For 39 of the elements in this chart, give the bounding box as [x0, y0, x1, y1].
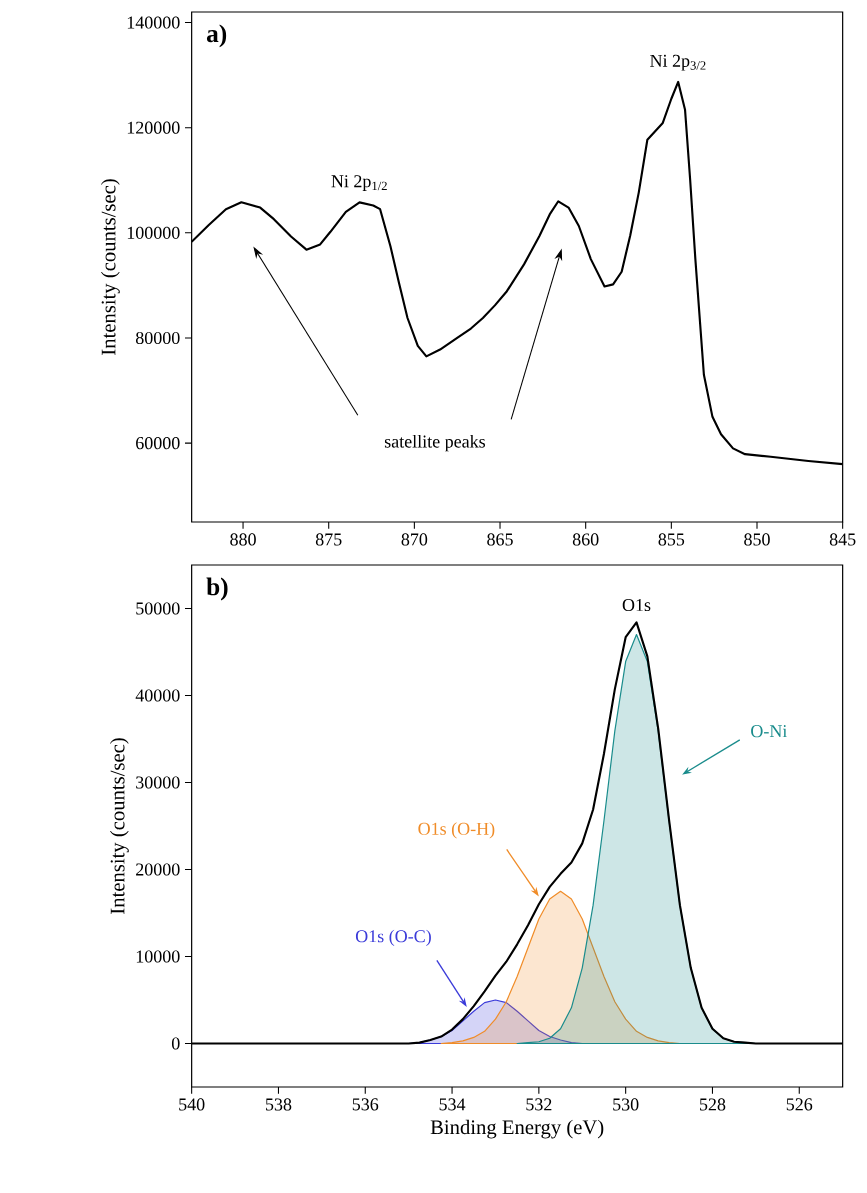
y-axis-title: Intensity (counts/sec): [101, 179, 120, 355]
y-tick-label: 50000: [136, 602, 180, 615]
annotation: satellite peaks: [385, 434, 486, 452]
chart-title: b): [206, 577, 228, 601]
x-tick-label: 880: [230, 533, 257, 546]
x-tick-label: 860: [573, 533, 599, 546]
x-tick-label: 532: [526, 1098, 552, 1111]
x-axis-title: Binding Energy (eV): [430, 1119, 604, 1139]
text: O1s (O-H): [418, 822, 495, 839]
x-tick-label: 870: [401, 533, 428, 546]
annotation: Ni 2p$_{1/2}$: [331, 175, 387, 191]
y-tick-label: 20000: [136, 863, 180, 876]
x-tick-label: 526: [786, 1098, 813, 1111]
y-axis-title: Intensity (counts/sec): [110, 738, 129, 914]
x-tick-label: 528: [700, 1098, 726, 1111]
x-tick-label: 530: [613, 1098, 639, 1111]
x-tick-label: 855: [658, 533, 685, 546]
y-tick-label: 0: [172, 1037, 180, 1050]
annotation: O1s: [622, 598, 651, 612]
y-tick-label: 10000: [137, 950, 180, 963]
x-tick-label: 540: [179, 1098, 205, 1111]
x-tick-label: 534: [439, 1098, 466, 1111]
x-tick-label: 865: [487, 533, 513, 546]
y-tick-label: 100000: [128, 226, 180, 239]
x-tick-label: 875: [316, 533, 342, 546]
y-tick-label: 120000: [128, 121, 180, 134]
x-tick-label: 850: [744, 533, 770, 546]
text: O-Ni: [751, 725, 788, 738]
chart-title: a): [207, 24, 227, 48]
x-tick-label: 845: [830, 533, 856, 546]
y-tick-label: 80000: [136, 331, 180, 345]
text: O1s (O-C): [356, 929, 432, 946]
y-tick-label: 60000: [136, 437, 180, 450]
annotation: Ni 2p$_{3/2}$: [650, 54, 706, 71]
x-tick-label: 536: [352, 1098, 379, 1111]
y-tick-label: 140000: [128, 16, 180, 29]
y-tick-label: 40000: [135, 689, 180, 702]
x-tick-label: 538: [266, 1098, 292, 1111]
y-tick-label: 30000: [136, 776, 180, 789]
